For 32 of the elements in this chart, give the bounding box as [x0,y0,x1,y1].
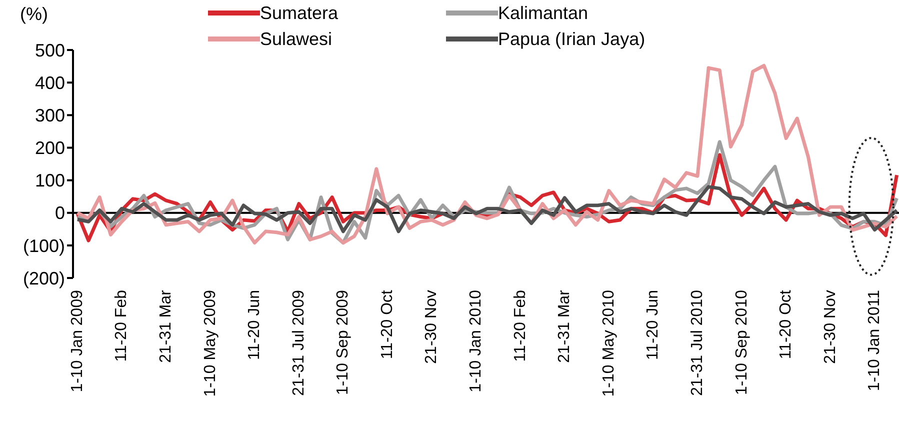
x-tick-label: 1-10 Jan 2009 [68,290,86,392]
y-tick-label: 0 [54,203,65,224]
x-tick-label: 11-20 Jun [246,290,264,360]
x-tick-label: 21-31 Jul 2010 [688,290,706,396]
legend-label: Sulawesi [260,28,332,50]
x-tick-label: 21-30 Nov [423,290,440,364]
x-tick-label: 1-10 Sep 2010 [733,290,750,395]
x-tick-label: 11-20 Jun [644,290,662,360]
x-tick-label: 11-20 Oct [378,289,396,360]
x-tick-label: 11-20 Oct [778,289,795,360]
x-tick-label: 21-30 Nov [822,290,839,364]
y-tick-label: (200) [22,268,65,288]
x-tick-label: 21-31 Mar [556,289,574,363]
x-tick-label: 1-10 Jan 2011 [866,290,884,392]
y-tick-label: 200 [34,138,65,158]
x-tick-label: 21-31 Jul 2009 [290,290,308,396]
x-tick-label: 1-10 May 2010 [600,290,618,397]
x-tick-label: 1-10 May 2009 [202,290,219,397]
legend-label: Sumatera [260,2,338,24]
x-tick-label: 21-31 Mar [158,289,175,363]
legend-label: Papua (Irian Jaya) [498,28,646,50]
x-tick-label: 11-20 Feb [512,290,529,362]
y-tick-label: 500 [34,40,65,60]
y-tick-label: (100) [22,236,65,256]
x-tick-label: 11-20 Feb [113,290,130,362]
legend-label: Kalimantan [498,2,588,24]
y-tick-label: 100 [34,170,65,191]
y-tick-label: 400 [34,72,65,93]
y-tick-label: 300 [34,106,65,126]
x-tick-label: 1-10 Jan 2010 [468,290,485,392]
y-axis-title: (%) [20,4,48,25]
x-tick-label: 1-10 Sep 2009 [334,290,352,395]
